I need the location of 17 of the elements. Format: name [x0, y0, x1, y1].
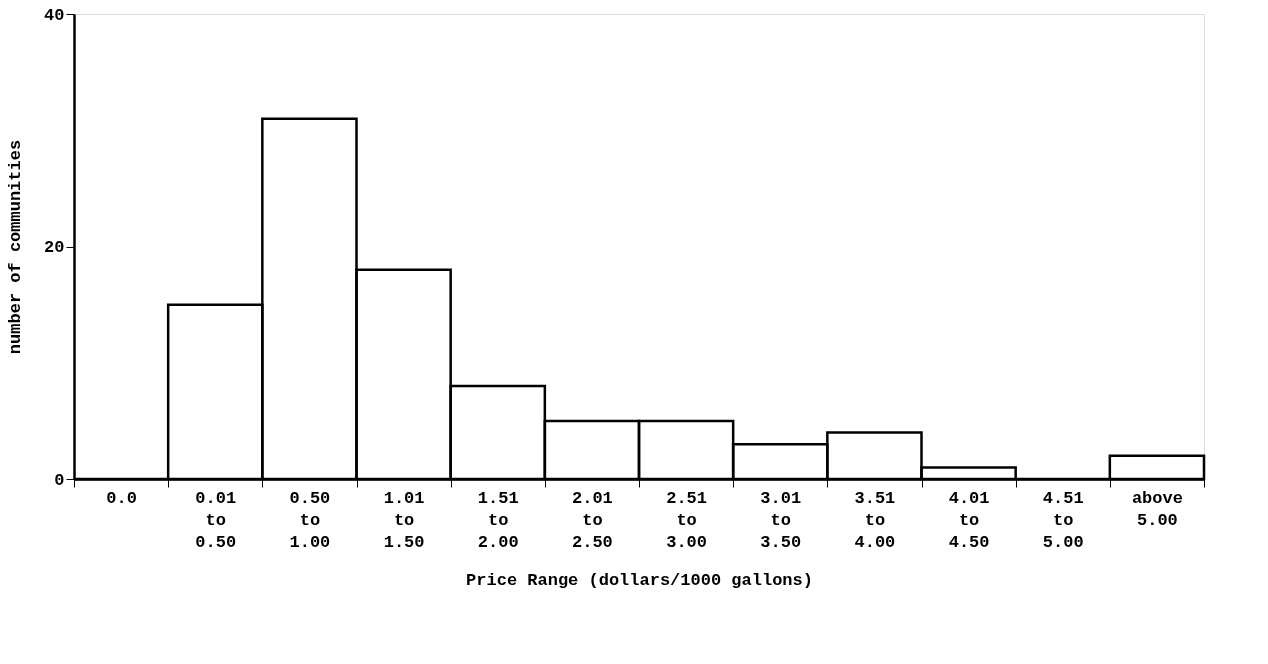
- x-tick-label: 1.51 to 2.00: [477, 488, 519, 552]
- x-tick-label: 4.51 to 5.00: [1042, 488, 1084, 552]
- x-tick-label: 0.01 to 0.50: [195, 488, 237, 552]
- x-tick-label: 2.51 to 3.00: [666, 488, 707, 552]
- y-tick-label: 20: [44, 238, 65, 257]
- x-tick-label: above 5.00: [1131, 488, 1183, 530]
- x-tick-label: 2.01 to 2.50: [572, 488, 613, 552]
- x-tick-label: 0.50 to 1.00: [289, 488, 331, 552]
- x-tick-label: 3.51 to 4.00: [854, 488, 896, 552]
- y-tick-label: 0: [54, 470, 65, 490]
- y-axis-title: number of communities: [6, 139, 26, 355]
- x-axis-title: Price Range (dollars/1000 gallons): [466, 570, 813, 590]
- x-tick-label: 3.01 to 3.50: [760, 488, 802, 552]
- x-tick-label: 0.0: [106, 488, 137, 508]
- y-tick-label: 40: [44, 5, 65, 25]
- x-tick-label: 4.01 to 4.50: [948, 488, 990, 552]
- x-tick-label: 1.01 to 1.50: [383, 488, 425, 552]
